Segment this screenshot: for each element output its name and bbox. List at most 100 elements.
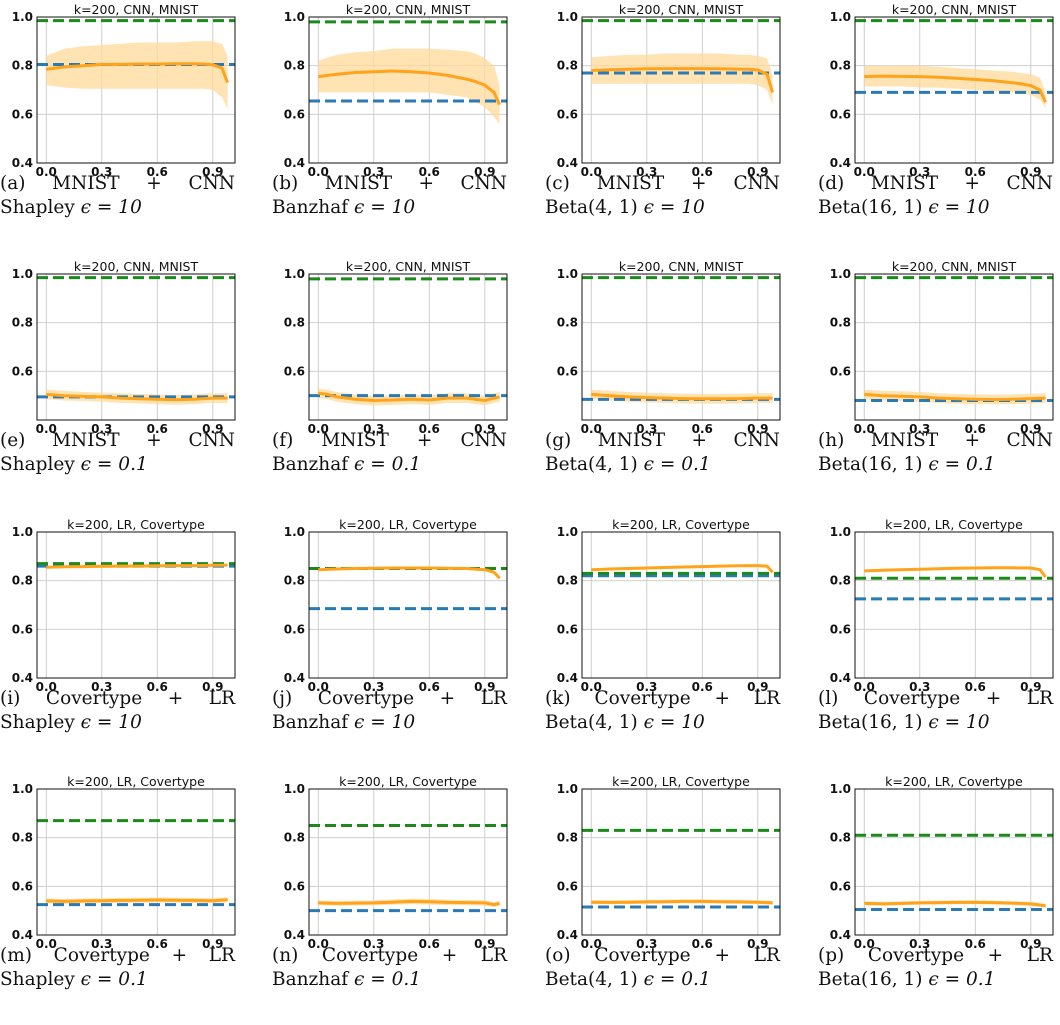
panel-caption: (c) MNIST + CNN Beta(4, 1) ϵ = 10	[545, 172, 780, 220]
panel-title: k=200, LR, Covertype	[885, 774, 1023, 789]
x-tick-label: 0.3	[909, 680, 930, 694]
plot-frame	[854, 531, 1054, 679]
y-tick-label: 1.0	[12, 267, 33, 281]
y-tick-label: 0.8	[557, 574, 578, 588]
panel-caption: (p) Covertype + LR Beta(16, 1) ϵ = 0.1	[818, 944, 1053, 992]
y-tick-label: 0.4	[284, 671, 305, 685]
panel-title: k=200, LR, Covertype	[339, 774, 477, 789]
x-tick-label: 0.0	[581, 680, 602, 694]
x-tick-label: 0.0	[36, 680, 57, 694]
chart-panel: 0.0 0.3 0.6 0.9 0.4 0.6 0.8 1.0 k=200, LR, Cover…	[818, 772, 1054, 992]
y-tick-label: 1.0	[830, 782, 851, 796]
mean-line	[591, 564, 774, 574]
y-tick-label: 0.6	[12, 107, 33, 121]
chart-panel: 0.0 0.3 0.6 0.9 0.6 0.8 1.0 k=200, CNN, MNIST (g…	[545, 257, 781, 477]
panel-caption: (k) Covertype + LR Beta(4, 1) ϵ = 10	[545, 687, 780, 735]
y-tick-label: 0.8	[557, 831, 578, 845]
x-tick-label: 0.0	[854, 165, 875, 179]
mean-line	[318, 69, 501, 106]
y-tick-label: 0.6	[284, 107, 305, 121]
mean-line	[864, 74, 1047, 103]
y-tick-label: 0.4	[557, 928, 578, 942]
y-tick-label: 0.8	[557, 59, 578, 73]
mean-line	[591, 392, 773, 401]
y-tick-label: 0.4	[12, 156, 33, 170]
confidence-band	[46, 41, 228, 110]
x-tick-label: 0.0	[581, 165, 602, 179]
caption-epsilon: ϵ = 10	[353, 197, 416, 218]
caption-label: (a) MNIST + CNN Shapley	[0, 173, 235, 218]
x-tick-label: 0.3	[363, 937, 384, 951]
y-tick-label: 1.0	[284, 782, 305, 796]
caption-label: (n) Covertype + LR Banzhaf	[272, 945, 507, 990]
mean-line	[591, 67, 775, 93]
caption-label: (j) Covertype + LR Banzhaf	[272, 688, 507, 733]
caption-label: (d) MNIST + CNN Beta(16, 1)	[818, 173, 1053, 218]
y-tick-label: 0.8	[830, 574, 851, 588]
panel-title: k=200, LR, Covertype	[339, 517, 477, 532]
chart-panel: 0.0 0.3 0.6 0.9 0.4 0.6 0.8 1.0 k=200, LR, Cover…	[545, 515, 781, 735]
mean-line	[46, 898, 228, 903]
chart-svg: 0.0 0.3 0.6 0.9 0.4 0.6 0.8 1.0 k=200, LR, Cover…	[284, 774, 508, 951]
y-tick-label: 0.8	[12, 831, 33, 845]
x-tick-label: 0.3	[909, 937, 930, 951]
x-tick-label: 0.3	[363, 680, 384, 694]
panel-title: k=200, CNN, MNIST	[346, 259, 471, 274]
mean-line	[46, 62, 230, 84]
x-tick-label: 0.3	[363, 422, 384, 436]
y-tick-label: 0.8	[284, 831, 305, 845]
y-tick-label: 0.4	[557, 671, 578, 685]
y-tick-label: 0.6	[830, 364, 851, 378]
caption-epsilon: ϵ = 10	[353, 712, 416, 733]
caption-epsilon: ϵ = 0.1	[80, 969, 148, 990]
chart-panel: 0.0 0.3 0.6 0.9 0.4 0.6 0.8 1.0 k=200, LR, Cover…	[0, 772, 236, 992]
x-tick-label: 0.3	[636, 165, 657, 179]
x-tick-label: 0.6	[419, 680, 440, 694]
panel-caption: (l) Covertype + LR Beta(16, 1) ϵ = 10	[818, 687, 1053, 735]
panel-title: k=200, CNN, MNIST	[892, 2, 1017, 17]
caption-epsilon: ϵ = 10	[80, 712, 142, 733]
panel-title: k=200, CNN, MNIST	[619, 2, 744, 17]
plot-frame	[36, 788, 236, 936]
x-tick-label: 0.9	[202, 680, 223, 694]
y-tick-label: 0.6	[284, 879, 305, 893]
panel-caption: (j) Covertype + LR Banzhaf ϵ = 10	[272, 687, 507, 735]
x-tick-label: 0.6	[419, 422, 440, 436]
plot-frame	[36, 16, 236, 164]
y-tick-label: 0.8	[12, 59, 33, 73]
x-tick-label: 0.9	[1020, 422, 1041, 436]
y-tick-label: 1.0	[830, 267, 851, 281]
plot-frame	[854, 16, 1054, 164]
panel-caption: (d) MNIST + CNN Beta(16, 1) ϵ = 10	[818, 172, 1053, 220]
confidence-band	[318, 48, 500, 125]
y-tick-label: 1.0	[557, 10, 578, 24]
chart-svg: 0.0 0.3 0.6 0.9 0.6 0.8 1.0 k=200, CNN, MNIST	[284, 259, 508, 436]
y-tick-label: 0.6	[284, 364, 305, 378]
chart-svg: 0.0 0.3 0.6 0.9 0.4 0.6 0.8 1.0 k=200, CNN, MNIS…	[830, 2, 1054, 179]
x-tick-label: 0.0	[854, 422, 875, 436]
y-tick-label: 0.6	[557, 107, 578, 121]
panel-title: k=200, LR, Covertype	[612, 517, 750, 532]
y-tick-label: 0.6	[12, 364, 33, 378]
plot-frame	[581, 788, 781, 936]
x-tick-label: 0.3	[363, 165, 384, 179]
plot-frame	[581, 16, 781, 164]
chart-svg: 0.0 0.3 0.6 0.9 0.6 0.8 1.0 k=200, CNN, MNIST	[12, 259, 236, 436]
x-tick-label: 0.0	[36, 937, 57, 951]
plot-frame	[854, 273, 1054, 421]
x-tick-label: 0.3	[636, 937, 657, 951]
y-tick-label: 0.8	[284, 574, 305, 588]
chart-svg: 0.0 0.3 0.6 0.9 0.4 0.6 0.8 1.0 k=200, LR, Cover…	[830, 774, 1054, 951]
caption-epsilon: ϵ = 10	[643, 197, 705, 218]
x-tick-label: 0.0	[581, 422, 602, 436]
caption-label: (m) Covertype + LR Shapley	[0, 945, 235, 990]
chart-svg: 0.0 0.3 0.6 0.9 0.4 0.6 0.8 1.0 k=200, CNN, MNIS…	[557, 2, 781, 179]
panel-caption: (i) Covertype + LR Shapley ϵ = 10	[0, 687, 235, 735]
y-tick-label: 0.6	[830, 107, 851, 121]
x-tick-label: 0.9	[1020, 937, 1041, 951]
x-tick-label: 0.6	[965, 165, 986, 179]
caption-epsilon: ϵ = 10	[928, 712, 990, 733]
chart-svg: 0.0 0.3 0.6 0.9 0.4 0.6 0.8 1.0 k=200, LR, Cover…	[12, 774, 236, 951]
x-tick-label: 0.6	[147, 680, 168, 694]
x-tick-label: 0.6	[692, 422, 713, 436]
